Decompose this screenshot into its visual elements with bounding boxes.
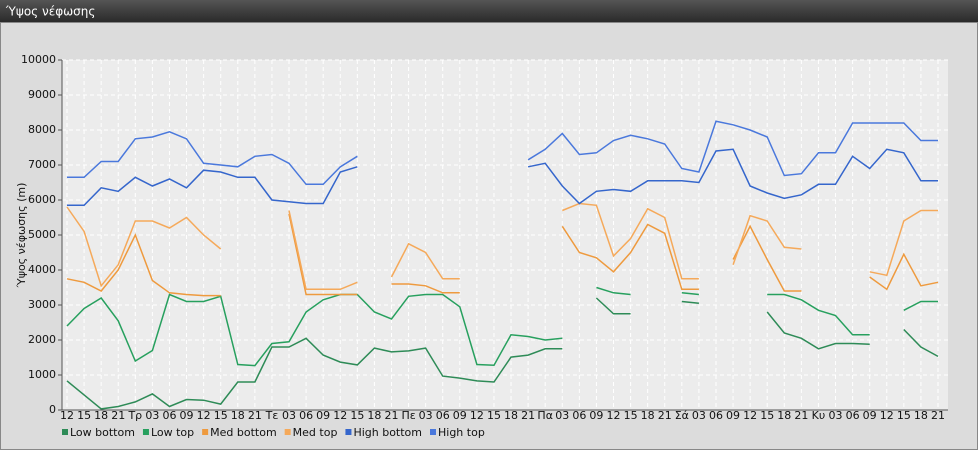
x-tick-label: 03 — [419, 409, 433, 422]
legend-label: Med bottom — [210, 426, 277, 439]
x-tick-label: 09 — [863, 409, 877, 422]
x-tick-label: 06 — [846, 409, 860, 422]
x-tick-label: Κυ — [812, 409, 826, 422]
x-tick-label: 03 — [145, 409, 159, 422]
y-tick-label: 8000 — [28, 123, 56, 136]
legend-swatch — [62, 429, 68, 435]
x-tick-label: 06 — [709, 409, 723, 422]
legend-swatch — [202, 429, 209, 435]
x-tick-label: 03 — [829, 409, 843, 422]
x-tick-label: 21 — [384, 409, 398, 422]
legend-swatch — [284, 429, 291, 435]
x-tick-label: 12 — [743, 409, 757, 422]
series-line — [66, 286, 938, 367]
title-bar — [0, 0, 978, 22]
series-line — [66, 202, 938, 291]
x-tick-label: 09 — [180, 409, 194, 422]
legend-swatch — [142, 429, 149, 435]
x-tick-label: 12 — [607, 409, 621, 422]
x-tick-label: 15 — [77, 409, 91, 422]
series-line — [66, 213, 939, 297]
x-tick-label: Τε — [265, 409, 279, 422]
y-tick-label: 3000 — [28, 298, 56, 311]
x-tick-label: 09 — [726, 409, 740, 422]
y-tick-label: 2000 — [28, 333, 56, 346]
legend-label: Low bottom — [70, 426, 135, 439]
y-tick-label: 4000 — [28, 263, 56, 276]
x-tick-label: 06 — [162, 409, 176, 422]
x-tick-label: 12 — [880, 409, 894, 422]
x-tick-label: 06 — [572, 409, 586, 422]
y-tick-label: 5000 — [28, 228, 56, 241]
x-tick-label: Σά — [675, 409, 689, 422]
lines — [66, 120, 939, 410]
legend-label: Med top — [293, 426, 338, 439]
x-tick-label: 12 — [470, 409, 484, 422]
x-tick-label: 03 — [692, 409, 706, 422]
x-tick-label: 15 — [760, 409, 774, 422]
y-axis-label: Ύψος νέφωσης (m) — [15, 183, 28, 289]
x-tick-label: 18 — [777, 409, 791, 422]
legend-swatch — [430, 429, 436, 435]
x-tick-label: Πα — [537, 409, 553, 422]
axes: 0 1000 2000 3000 4000 5000 6000 7000 8000 9000 100… — [21, 53, 948, 422]
x-tick-label: 21 — [248, 409, 262, 422]
x-tick-label: 09 — [589, 409, 603, 422]
x-tick-label: 18 — [367, 409, 381, 422]
y-tick-label: 10000 — [21, 53, 56, 66]
chart-title: Ύψος νέφωσης — [5, 5, 95, 19]
x-tick-label: 15 — [350, 409, 364, 422]
x-tick-label: 06 — [436, 409, 450, 422]
x-tick-label: 03 — [282, 409, 296, 422]
x-tick-label: 21 — [658, 409, 672, 422]
x-tick-label: 21 — [521, 409, 535, 422]
x-tick-label: 21 — [111, 409, 125, 422]
legend-label: High bottom — [353, 426, 422, 439]
x-tick-label: 06 — [299, 409, 313, 422]
x-tick-label: Τρ — [127, 409, 142, 422]
x-tick-label: 18 — [914, 409, 928, 422]
x-tick-label: 09 — [316, 409, 330, 422]
legend: Low bottom Low top Med bottom Med top High b… — [62, 426, 485, 439]
legend-swatch — [345, 429, 352, 435]
x-tick-label: 15 — [624, 409, 638, 422]
grid — [62, 59, 948, 411]
x-tick-label: 21 — [794, 409, 808, 422]
x-tick-label: 15 — [214, 409, 228, 422]
x-tick-label: 18 — [504, 409, 518, 422]
x-tick-label: 21 — [931, 409, 945, 422]
y-tick-label: 6000 — [28, 193, 56, 206]
x-tick-label: 12 — [60, 409, 74, 422]
x-tick-label: 12 — [197, 409, 211, 422]
y-tick-label: 0 — [49, 403, 56, 416]
x-tick-label: 09 — [453, 409, 467, 422]
x-tick-label: 18 — [641, 409, 655, 422]
legend-label: Low top — [151, 426, 194, 439]
series-line — [67, 148, 938, 207]
x-tick-label: 15 — [897, 409, 911, 422]
y-tick-label: 1000 — [28, 368, 56, 381]
x-tick-label: 18 — [231, 409, 245, 422]
x-tick-label: 18 — [94, 409, 108, 422]
y-tick-label: 7000 — [28, 158, 56, 171]
x-tick-label: Πε — [401, 409, 415, 422]
series-line — [66, 297, 939, 410]
x-tick-label: 12 — [333, 409, 347, 422]
x-tick-label: 03 — [555, 409, 569, 422]
legend-label: High top — [438, 426, 485, 439]
series-line — [67, 120, 938, 186]
y-tick-label: 9000 — [28, 88, 56, 101]
x-tick-label: 15 — [487, 409, 501, 422]
